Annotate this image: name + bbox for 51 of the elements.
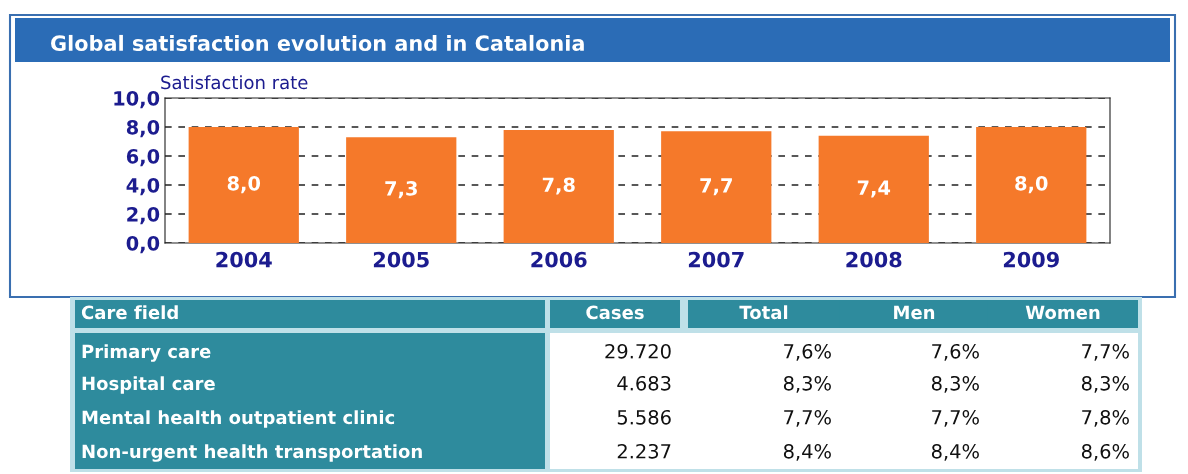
text: 8,4% (931, 443, 979, 461)
text: 7,7% (784, 409, 831, 427)
bar (346, 137, 457, 243)
bar (818, 135, 929, 243)
text: 5.586 (617, 409, 671, 425)
text: Hospital care (82, 376, 215, 394)
text: 8,6% (1081, 443, 1129, 461)
text: Care field (81, 305, 178, 320)
y-tick-label: 8,0 (126, 119, 160, 138)
data-label: 7,8 (542, 177, 575, 195)
x-tick-label: 2006 (531, 251, 587, 268)
text: Total (739, 305, 788, 320)
text: 7,8% (1082, 409, 1129, 427)
x-tick-label: 2007 (688, 251, 744, 268)
text: 8,3% (931, 375, 979, 393)
text: 7,6% (932, 343, 979, 361)
text: 8,3% (1081, 375, 1129, 393)
text: Mental health outpatient clinic (82, 410, 395, 428)
text: 7,7% (1082, 343, 1129, 361)
text: Women (1025, 305, 1100, 320)
y-tick-label: 0,0 (126, 235, 160, 254)
y-tick-label: 6,0 (126, 148, 160, 167)
text: 8,4% (783, 443, 831, 461)
text: 7,6% (784, 343, 831, 361)
x-tick-label: 2009 (1003, 251, 1059, 268)
y-tick-label: 4,0 (126, 177, 160, 196)
bar (976, 127, 1087, 243)
y-tick-label: 2,0 (127, 206, 160, 225)
x-tick-label: 2004 (216, 251, 272, 268)
text: 7,7% (932, 409, 979, 427)
text: 8,3% (783, 375, 831, 393)
y-axis-title: Satisfaction rate (161, 75, 308, 90)
chart-title: Global satisfaction evolution and in Catalonia (51, 34, 584, 52)
data-label: 8,0 (227, 175, 261, 194)
data-label: 7,4 (857, 180, 891, 198)
data-label: 7,7 (700, 178, 732, 196)
text: 4.683 (617, 375, 671, 391)
data-label: 7,3 (385, 181, 417, 199)
y-tick-label: 10,0 (114, 90, 160, 109)
text: Men (894, 305, 935, 320)
bar (188, 127, 299, 243)
x-tick-label: 2005 (373, 251, 429, 268)
text: 29.720 (605, 343, 671, 359)
data-label: 8,0 (1015, 175, 1048, 194)
text: Cases (586, 305, 644, 320)
bar (503, 129, 614, 243)
x-tick-label: 2008 (846, 251, 902, 268)
text: 2.237 (617, 443, 671, 459)
bar (661, 131, 772, 243)
text: Primary care (82, 344, 211, 362)
text: Non-urgent health transportation (82, 444, 422, 462)
